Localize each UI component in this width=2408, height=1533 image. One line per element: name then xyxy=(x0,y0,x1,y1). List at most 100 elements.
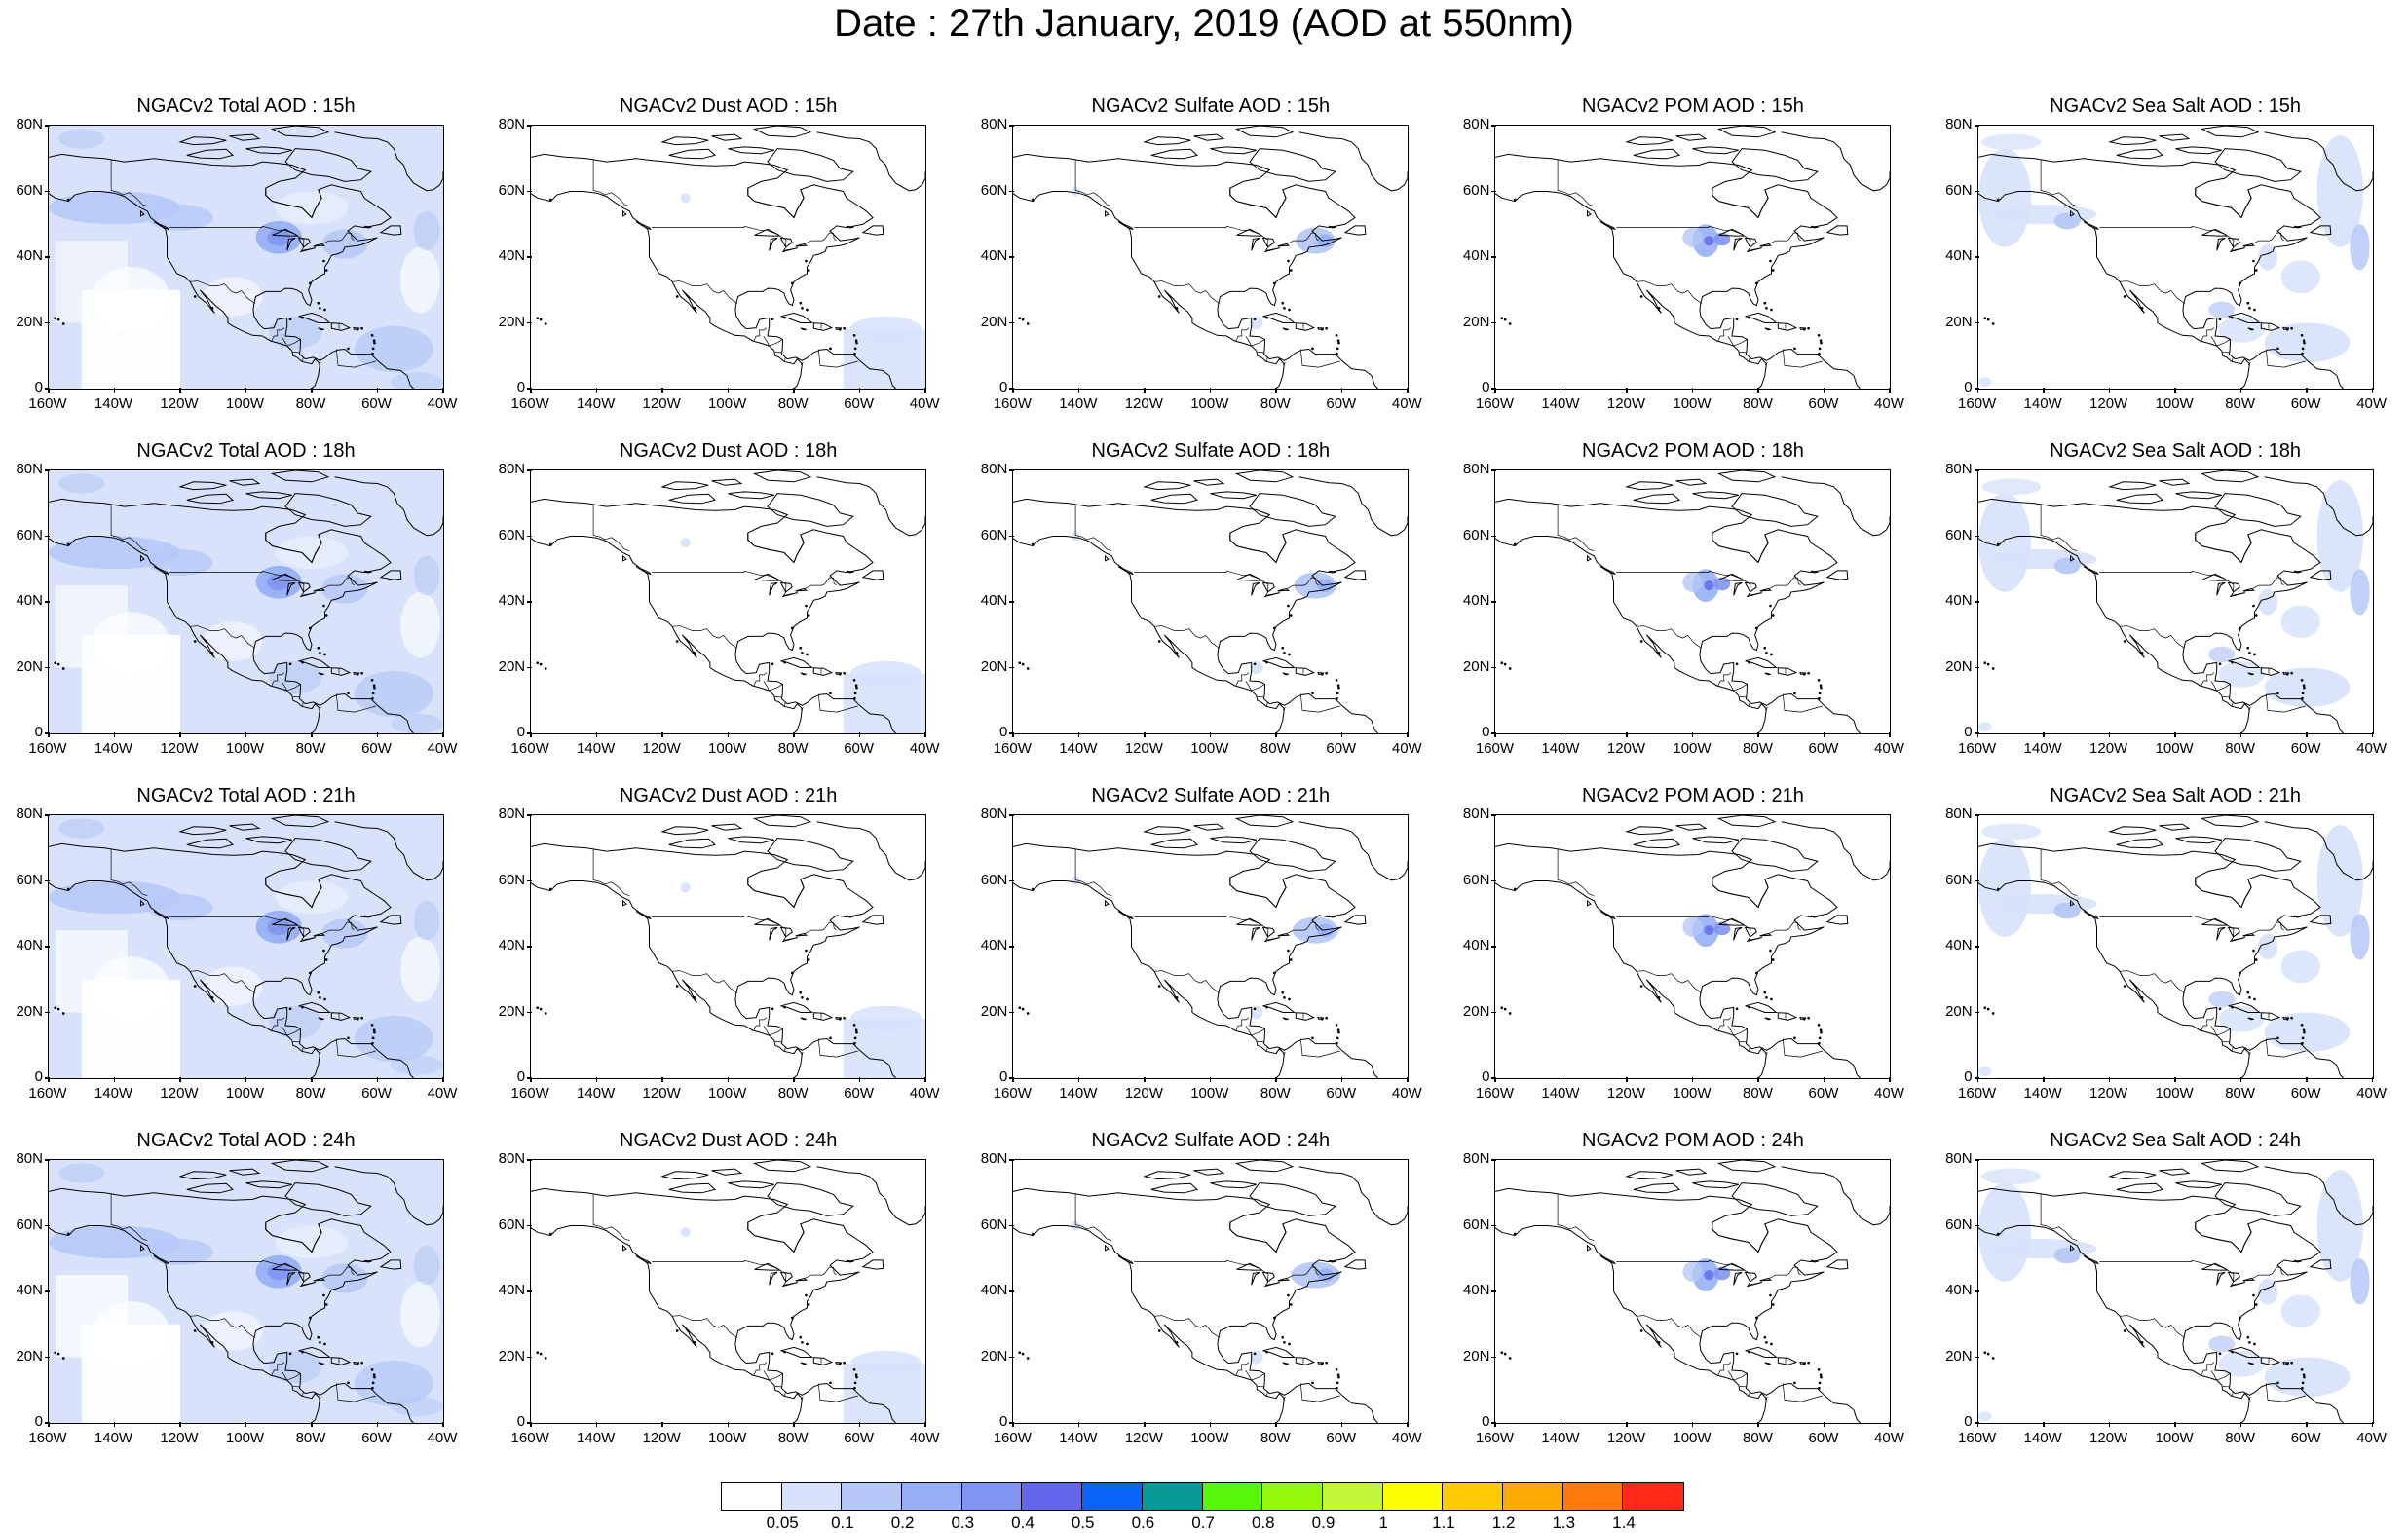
island-dot xyxy=(1338,687,1340,689)
aod-plume xyxy=(1991,205,2096,224)
y-tick-mark xyxy=(527,1225,532,1227)
border-line xyxy=(754,1363,767,1376)
x-tick-mark xyxy=(442,1422,444,1427)
island-outline xyxy=(863,571,884,580)
border-line xyxy=(1784,350,1824,368)
y-tick-label: 40N xyxy=(1447,592,1489,609)
island-dot xyxy=(854,348,856,350)
page-title: Date : 27th January, 2019 (AOD at 550nm) xyxy=(0,2,2408,46)
island-dot xyxy=(1992,668,1994,670)
coastlines xyxy=(1495,815,1890,1078)
hudson-bay-coastline xyxy=(748,1222,804,1252)
island-dot xyxy=(2303,685,2305,687)
x-tick-mark xyxy=(728,388,730,393)
y-tick-mark xyxy=(527,1290,532,1292)
border-line xyxy=(2232,1047,2233,1051)
island-dot xyxy=(2303,340,2305,342)
island-dot xyxy=(839,1018,841,1020)
y-tick-mark xyxy=(45,191,50,193)
island-dot xyxy=(1515,1233,1517,1235)
island-dot xyxy=(1158,641,1160,643)
border-line xyxy=(754,673,767,687)
border-line xyxy=(1718,1363,1731,1376)
y-tick-mark xyxy=(527,1159,532,1161)
island-outline xyxy=(2175,492,2221,499)
x-tick-mark xyxy=(2372,388,2374,393)
border-line xyxy=(2201,673,2213,687)
island-dot xyxy=(1764,991,1766,993)
island-dot xyxy=(1756,627,1758,629)
island-dot xyxy=(839,673,841,675)
island-dot xyxy=(2301,353,2303,355)
island-dot xyxy=(1266,661,1268,663)
y-tick-label: 80N xyxy=(482,461,525,477)
border-line xyxy=(1154,971,1220,993)
panel-title: NGACv2 POM AOD : 15h xyxy=(1494,95,1891,118)
border-line xyxy=(1637,1316,1702,1338)
island-dot xyxy=(1771,309,1773,311)
island-dot xyxy=(1290,1304,1292,1306)
island-dot xyxy=(1290,270,1292,272)
island-outline xyxy=(1250,1183,1336,1216)
border-line xyxy=(2232,702,2233,706)
aod-plume xyxy=(1714,233,1731,246)
island-dot xyxy=(2141,996,2143,998)
y-tick-label: 0 xyxy=(964,1413,1007,1430)
island-dot xyxy=(1312,692,1314,694)
y-tick-label: 80N xyxy=(964,116,1007,132)
y-tick-label: 0 xyxy=(482,379,525,395)
y-tick-label: 40N xyxy=(1930,1282,1973,1298)
island-dot xyxy=(1641,1330,1643,1332)
aod-plume xyxy=(1683,228,1703,247)
island-dot xyxy=(319,307,320,309)
island-dot xyxy=(302,661,304,663)
island-outline xyxy=(1732,149,1818,182)
border-line xyxy=(1559,1194,1595,1241)
aod-map xyxy=(531,126,925,389)
y-tick-label: 80N xyxy=(1447,1150,1489,1167)
hudson-bay-coastline xyxy=(1712,1222,1768,1252)
x-tick-mark xyxy=(2306,1422,2308,1427)
colorbar-swatch xyxy=(1082,1483,1143,1510)
border-line xyxy=(1559,160,1595,206)
island-dot xyxy=(1290,959,1292,961)
island-dot xyxy=(2231,1351,2233,1353)
island-outline xyxy=(1297,1013,1315,1021)
x-tick-label: 40W xyxy=(2343,740,2401,757)
island-outline xyxy=(1765,1018,1771,1020)
island-dot xyxy=(2276,1037,2278,1039)
y-tick-mark xyxy=(1009,1159,1014,1161)
island-dot xyxy=(2301,1368,2303,1370)
x-tick-label: 140W xyxy=(1049,1085,1108,1102)
x-tick-mark xyxy=(179,388,181,393)
island-dot xyxy=(1756,282,1758,284)
island-dot xyxy=(67,543,69,545)
coastlines xyxy=(1013,1160,1408,1423)
island-dot xyxy=(62,1358,64,1360)
x-tick-mark xyxy=(1494,388,1496,393)
island-dot xyxy=(1336,1387,1338,1389)
aod-clear-patch xyxy=(276,537,348,570)
x-tick-label: 60W xyxy=(348,395,406,412)
aod-plume xyxy=(1705,580,1714,590)
x-tick-label: 140W xyxy=(1049,395,1108,412)
island-dot xyxy=(1019,662,1021,664)
border-line xyxy=(1718,1018,1731,1031)
island-outline xyxy=(1827,571,1848,580)
atlantic-coastline xyxy=(1495,1188,1861,1423)
aod-plume xyxy=(391,1055,443,1074)
y-tick-mark xyxy=(45,125,50,127)
colorbar-label: 0.2 xyxy=(874,1514,932,1533)
island-dot xyxy=(373,687,375,689)
island-dot xyxy=(2253,1343,2255,1345)
great-lake-outline xyxy=(781,582,793,592)
island-dot xyxy=(371,353,373,355)
x-tick-mark xyxy=(1977,388,1979,393)
island-outline xyxy=(2116,839,2162,848)
aod-plume xyxy=(2280,605,2320,638)
x-tick-label: 140W xyxy=(2013,1085,2072,1102)
island-dot xyxy=(1282,1336,1284,1338)
island-outline xyxy=(1250,149,1336,182)
island-dot xyxy=(694,1341,696,1343)
